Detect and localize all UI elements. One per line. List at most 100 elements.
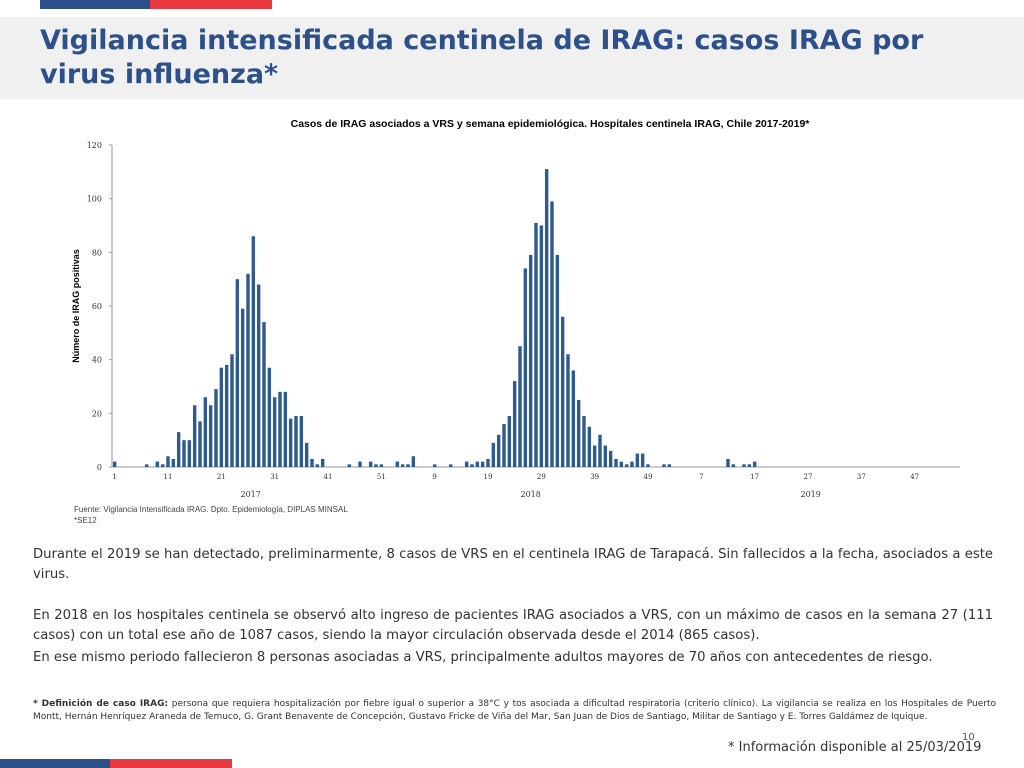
bar bbox=[155, 461, 160, 467]
x-tick-label: 37 bbox=[857, 473, 866, 481]
source-note: *SE12 bbox=[74, 516, 97, 525]
bar bbox=[667, 464, 672, 467]
bar bbox=[539, 225, 544, 467]
bar bbox=[240, 308, 245, 467]
bar bbox=[507, 416, 512, 467]
bar bbox=[176, 432, 181, 467]
x-tick-label: 9 bbox=[432, 473, 436, 481]
vrs-bar-chart: 0 20 40 60 80 100 120 Número de IRAG positivas 1… bbox=[71, 141, 960, 499]
bar bbox=[544, 169, 549, 467]
x-tick-label: 49 bbox=[644, 473, 653, 481]
bar bbox=[278, 391, 282, 467]
bar bbox=[662, 464, 666, 467]
bar bbox=[224, 365, 229, 467]
bar bbox=[187, 440, 192, 467]
y-tick-label: 40 bbox=[92, 356, 102, 365]
bar bbox=[576, 399, 581, 467]
y-tick-label: 0 bbox=[97, 463, 102, 472]
footnote-text: persona que requiera hospitalización por… bbox=[33, 699, 996, 722]
bar bbox=[512, 381, 517, 467]
bar bbox=[246, 273, 250, 467]
bar bbox=[112, 461, 117, 467]
slide-title: Vigilancia intensificada centinela de IR… bbox=[40, 25, 924, 90]
y-tick-label: 120 bbox=[87, 141, 102, 150]
bar bbox=[235, 279, 240, 467]
page-number: 10 bbox=[962, 732, 975, 743]
bar bbox=[630, 461, 634, 467]
bar bbox=[251, 236, 256, 467]
bar bbox=[624, 464, 629, 467]
bar bbox=[464, 461, 469, 467]
y-tick-label: 20 bbox=[92, 409, 102, 418]
x-tick-label: 1 bbox=[112, 473, 116, 481]
bar bbox=[742, 464, 746, 467]
bar bbox=[475, 461, 480, 467]
bar bbox=[160, 464, 165, 467]
y-tick-label: 80 bbox=[92, 248, 102, 257]
bar bbox=[379, 464, 384, 467]
y-tick-label: 100 bbox=[87, 195, 102, 204]
bar bbox=[726, 458, 730, 467]
x-tick-label: 11 bbox=[164, 473, 173, 481]
top-bar-blue bbox=[40, 0, 150, 9]
x-year-label: 2017 bbox=[240, 490, 260, 499]
bar bbox=[640, 453, 645, 467]
bar bbox=[267, 367, 272, 467]
x-tick-label: 7 bbox=[699, 473, 703, 481]
bar bbox=[219, 367, 224, 467]
bar bbox=[555, 255, 560, 467]
bar bbox=[315, 464, 320, 467]
bar bbox=[747, 464, 752, 467]
bar bbox=[262, 322, 266, 467]
bar bbox=[608, 450, 613, 467]
bar bbox=[550, 201, 554, 467]
bar bbox=[304, 442, 309, 467]
bar bbox=[406, 464, 410, 467]
bar bbox=[144, 464, 149, 467]
bar bbox=[171, 458, 176, 467]
bottom-color-bar bbox=[0, 759, 1024, 768]
bar bbox=[230, 354, 234, 467]
x-tick-label: 29 bbox=[537, 473, 546, 481]
x-tick-label: 31 bbox=[270, 473, 279, 481]
bar bbox=[320, 458, 325, 467]
x-tick-label: 27 bbox=[804, 473, 813, 481]
y-axis-label: Número de IRAG positivas bbox=[71, 249, 81, 363]
bar bbox=[731, 464, 736, 467]
bar bbox=[619, 461, 624, 467]
bar bbox=[299, 416, 304, 467]
x-year-label: 2018 bbox=[520, 490, 540, 499]
bar bbox=[635, 453, 640, 467]
x-year-label: 2019 bbox=[800, 490, 820, 499]
footnote-label: * Definición de caso IRAG: bbox=[33, 699, 169, 709]
bar bbox=[523, 268, 528, 467]
bottom-bar-blue bbox=[0, 759, 110, 768]
top-color-bar bbox=[40, 0, 272, 9]
info-date: * Información disponible al 25/03/2019 bbox=[728, 740, 982, 755]
bar bbox=[374, 464, 378, 467]
x-tick-label: 47 bbox=[910, 473, 919, 481]
bar bbox=[411, 456, 416, 467]
bar bbox=[198, 421, 202, 467]
source-line: Fuente: Vigilancia Intensificada IRAG. D… bbox=[74, 505, 348, 514]
bar bbox=[288, 418, 293, 467]
bar bbox=[496, 434, 501, 467]
bar bbox=[283, 391, 288, 467]
x-tick-label: 17 bbox=[750, 473, 759, 481]
top-bar-red bbox=[150, 0, 272, 9]
bar bbox=[182, 440, 186, 467]
chart-source: Fuente: Vigilancia Intensificada IRAG. D… bbox=[74, 504, 348, 526]
bar bbox=[208, 405, 213, 467]
bar bbox=[294, 416, 298, 467]
bar bbox=[566, 354, 570, 467]
x-tick-label: 51 bbox=[377, 473, 386, 481]
bar bbox=[518, 346, 522, 467]
bar bbox=[491, 442, 496, 467]
footnote: * Definición de caso IRAG: persona que r… bbox=[33, 698, 996, 724]
bar bbox=[587, 426, 592, 467]
bar bbox=[192, 405, 197, 467]
x-tick-label: 21 bbox=[217, 473, 226, 481]
bar bbox=[395, 461, 400, 467]
bar bbox=[310, 458, 314, 467]
bar bbox=[448, 464, 453, 467]
